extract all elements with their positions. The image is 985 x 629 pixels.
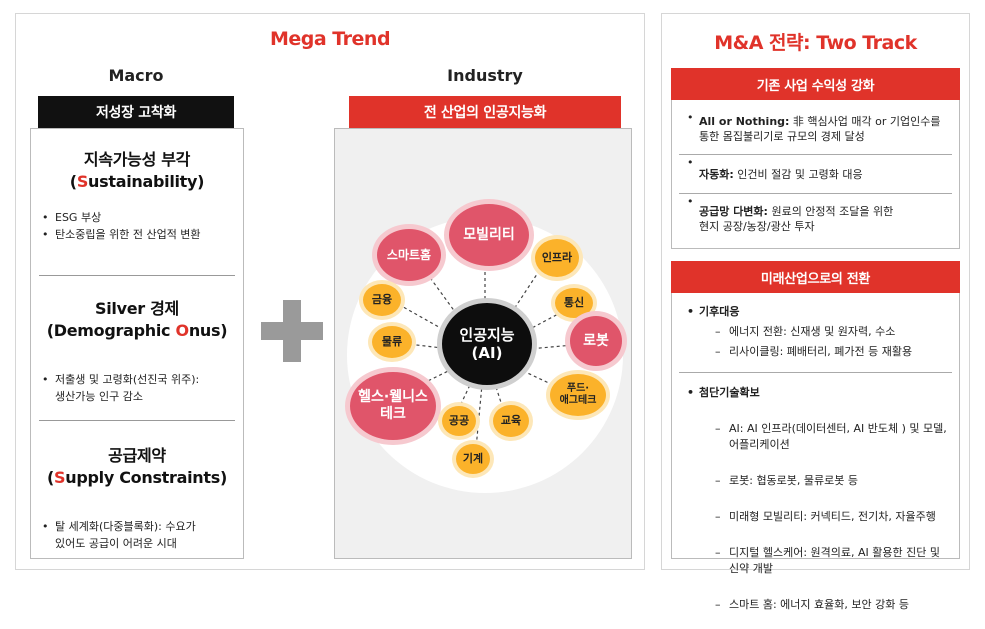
list-item: 탈 세계화(다중블록화): 수요가 있어도 공급이 어려운 시대 [39, 518, 243, 552]
ma-strategy-title: M&A 전략: Two Track [714, 32, 917, 54]
section-bullets: 저출생 및 고령화(선진국 위주): 생산가능 인구 감소 [31, 354, 243, 422]
divider [39, 275, 235, 276]
macro-heading: Macro [108, 66, 164, 85]
group-title: 기후대응 [671, 304, 960, 320]
list-item: ESG 부상 [39, 209, 243, 226]
list-item: 스마트 홈: 에너지 효율화, 보안 강화 등 [715, 597, 960, 613]
divider [679, 154, 952, 155]
section-title: 공급제약 (Supply Constraints) [47, 446, 227, 487]
section-bullets: 탈 세계화(다중블록화): 수요가 있어도 공급이 어려운 시대 [31, 501, 243, 569]
list-item: 디지털 헬스케어: 원격의료, AI 활용한 진단 및 신약 개발 [715, 545, 960, 577]
section-title: Silver 경제 (Demographic Onus) [46, 299, 228, 340]
list-item: 미래형 모빌리티: 커넥티드, 전기차, 자율주행 [715, 509, 960, 525]
track2-tab: 미래산업으로의 전환 [671, 261, 960, 293]
divider [39, 420, 235, 421]
industry-heading: Industry [447, 66, 523, 85]
macro-box: 지속가능성 부각 (Sustainability) ESG 부상 탄소중립을 위… [30, 128, 244, 559]
divider [679, 372, 952, 373]
list-item: 저출생 및 고령화(선진국 위주): 생산가능 인구 감소 [39, 371, 243, 405]
macro-section-sustainability: 지속가능성 부각 (Sustainability) ESG 부상 탄소중립을 위… [31, 129, 243, 275]
track2-list: 기후대응 에너지 전환: 신재생 및 원자력, 수소 리사이클링: 폐배터리, … [671, 304, 960, 629]
node-ai-center: 인공지능 (AI) [437, 298, 537, 390]
list-item: 로봇: 협동로봇, 물류로봇 등 [715, 473, 960, 489]
track1-list: • All or Nothing: 非 핵심사업 매각 or 기업인수를 통한 몸… [671, 110, 960, 234]
node-logistics: 물류 [368, 322, 416, 362]
group-title: 첨단기술확보 [671, 385, 960, 401]
node-health: 헬스·웰니스 테크 [345, 367, 441, 445]
macro-section-supply: 공급제약 (Supply Constraints) 탈 세계화(다중블록화): … [31, 421, 243, 569]
list-item: 리사이클링: 폐배터리, 폐가전 등 재활용 [715, 344, 960, 360]
node-smarthome: 스마트홈 [372, 224, 446, 286]
group-items: AI: AI 인프라(데이터센터, AI 반도체 ) 및 모델, 어플리케이션 … [671, 405, 960, 629]
node-robot: 로봇 [565, 311, 627, 371]
macro-section-silver: Silver 경제 (Demographic Onus) 저출생 및 고령화(선… [31, 276, 243, 420]
track1-tab: 기존 사업 수익성 강화 [671, 68, 960, 100]
industry-tab: 전 산업의 인공지능화 [349, 96, 621, 128]
node-education: 교육 [489, 401, 533, 441]
list-item: • 공급망 다변화: 원료의 안정적 조달을 위한 현지 공장/농장/광산 투자 [687, 195, 894, 233]
section-title: 지속가능성 부각 (Sustainability) [69, 150, 205, 191]
list-item: 에너지 전환: 신재생 및 원자력, 수소 [715, 324, 960, 340]
node-foodtech: 푸드· 애그테크 [546, 370, 610, 420]
divider [679, 193, 952, 194]
node-infra: 인프라 [531, 235, 583, 281]
list-item: 탄소중립을 위한 전 산업적 변환 [39, 226, 243, 243]
section-bullets: ESG 부상 탄소중립을 위한 전 산업적 변환 [31, 209, 243, 243]
node-public: 공공 [438, 402, 480, 440]
list-item: • All or Nothing: 非 핵심사업 매각 or 기업인수를 통한 몸… [687, 111, 941, 143]
node-mobility: 모빌리티 [444, 199, 534, 271]
macro-tab: 저성장 고착화 [38, 96, 234, 128]
group-items: 에너지 전환: 신재생 및 원자력, 수소 리사이클링: 폐배터리, 폐가전 등… [671, 324, 960, 360]
list-item: • 자동화: 인건비 절감 및 고령화 대응 [687, 156, 863, 181]
mega-trend-title: Mega Trend [269, 28, 391, 50]
list-item: AI: AI 인프라(데이터센터, AI 반도체 ) 및 모델, 어플리케이션 [715, 421, 960, 453]
node-finance: 금융 [359, 280, 405, 320]
node-machine: 기계 [452, 440, 494, 478]
